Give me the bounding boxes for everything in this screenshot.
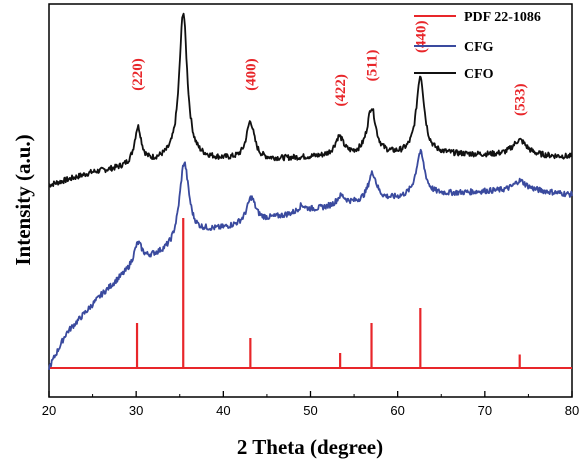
legend: PDF 22-1086 CFG CFO	[414, 10, 541, 82]
x-tick-label-2: 40	[216, 403, 230, 418]
series-lines	[48, 12, 573, 371]
peak-label-3: (422)	[333, 74, 349, 107]
peak-label-4: (511)	[365, 50, 381, 82]
y-axis-label: Intensity (a.u.)	[11, 134, 35, 265]
peak-label-2: (400)	[243, 58, 259, 90]
legend-label-cfg: CFG	[464, 40, 494, 55]
x-tick-label-0: 20	[42, 403, 56, 418]
x-tick-label-3: 50	[303, 403, 317, 418]
peak-label-6: (533)	[513, 84, 529, 117]
x-tick-label-6: 80	[565, 403, 579, 418]
peak-label-0: (220)	[130, 58, 146, 91]
peak-label-5: (440)	[413, 21, 429, 54]
x-axis-ticks: 20 30 40 50 60 70 80	[42, 391, 579, 418]
legend-label-cfo: CFO	[464, 67, 494, 82]
reference-bars	[49, 218, 572, 369]
plot-frame	[48, 3, 573, 398]
peak-annotations: (220)(311)(400)(422)(511)(440)(533)	[130, 21, 529, 117]
legend-label-pdf: PDF 22-1086	[464, 10, 541, 25]
x-tick-label-5: 70	[478, 403, 492, 418]
series-cfo-line	[48, 12, 573, 188]
x-tick-label-1: 30	[129, 403, 143, 418]
series-cfg-line	[48, 148, 573, 371]
x-axis-label: 2 Theta (degree)	[237, 435, 383, 459]
x-tick-label-4: 60	[390, 403, 404, 418]
